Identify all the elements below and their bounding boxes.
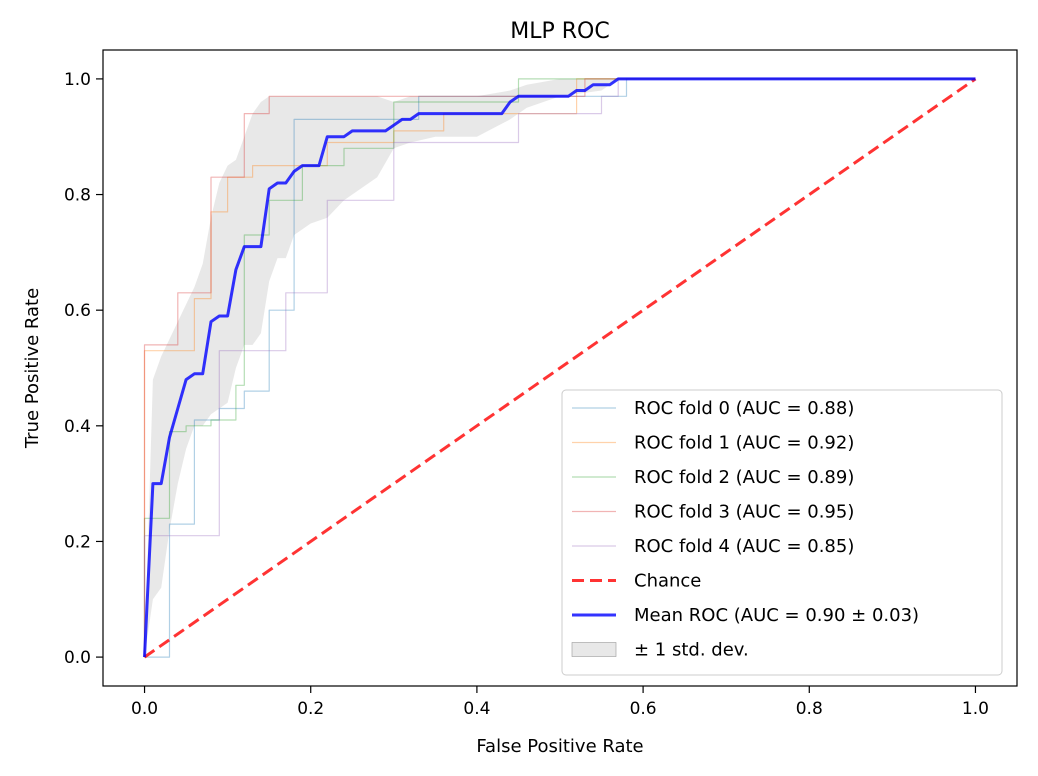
legend-label: ROC fold 3 (AUC = 0.95) xyxy=(634,502,854,523)
y-axis-ticks: 0.0 0.2 0.4 0.6 0.8 1.0 xyxy=(64,70,103,668)
x-tick-label: 1.0 xyxy=(962,699,989,719)
y-tick-label: 0.4 xyxy=(64,417,91,437)
legend-label: ROC fold 0 (AUC = 0.88) xyxy=(634,398,854,419)
y-tick-label: 0.8 xyxy=(64,186,91,206)
mean-roc-line xyxy=(143,77,976,658)
y-tick-label: 0.2 xyxy=(64,532,91,552)
legend-label: Mean ROC (AUC = 0.90 ± 0.03) xyxy=(634,605,919,626)
roc-fold-1-line xyxy=(143,78,976,658)
x-tick-label: 0.6 xyxy=(630,699,657,719)
x-tick-label: 0.4 xyxy=(463,699,490,719)
x-tick-label: 0.8 xyxy=(796,699,823,719)
x-tick-label: 0.0 xyxy=(131,699,158,719)
roc-fold-2-line xyxy=(143,78,976,658)
series-layer xyxy=(143,77,977,659)
x-axis-label: False Positive Rate xyxy=(476,736,643,757)
plot-frame xyxy=(102,49,1018,687)
legend-label: ROC fold 1 (AUC = 0.92) xyxy=(634,433,854,454)
legend-label: ROC fold 4 (AUC = 0.85) xyxy=(634,536,854,557)
chance-line xyxy=(143,77,977,659)
y-axis-label: True Positive Rate xyxy=(22,288,43,449)
legend-label: ± 1 std. dev. xyxy=(634,640,749,661)
legend-label: Chance xyxy=(634,571,701,592)
y-tick-label: 0.0 xyxy=(64,648,91,668)
legend-box xyxy=(561,389,1003,676)
x-axis-ticks: 0.0 0.2 0.4 0.6 0.8 1.0 xyxy=(131,686,989,719)
legend-label: ROC fold 2 (AUC = 0.89) xyxy=(634,467,854,488)
legend-swatch-std xyxy=(571,642,617,657)
chart-title: MLP ROC xyxy=(510,19,609,44)
legend: ROC fold 0 (AUC = 0.88) ROC fold 1 (AUC =… xyxy=(561,389,1003,676)
x-tick-label: 0.2 xyxy=(297,699,324,719)
roc-fold-4-line xyxy=(143,78,976,658)
y-tick-label: 1.0 xyxy=(64,70,91,90)
y-tick-label: 0.6 xyxy=(64,301,91,321)
